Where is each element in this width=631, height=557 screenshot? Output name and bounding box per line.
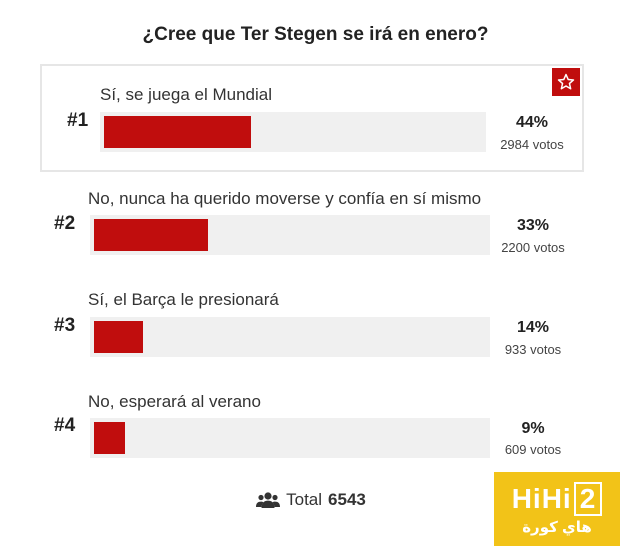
poll-title: ¿Cree que Ter Stegen se irá en enero?: [142, 24, 489, 45]
result-bar-track: [100, 112, 486, 152]
total-votes: Total 6543: [0, 490, 622, 510]
option-rank: #3: [54, 315, 76, 336]
poll-option-4[interactable]: #4 No, esperará al verano 9% 609 votos: [40, 384, 584, 484]
option-rank: #2: [54, 213, 76, 234]
watermark-brand: HiHi 2: [512, 482, 603, 516]
result-bar-fill: [104, 116, 251, 148]
result-bar-fill: [94, 219, 208, 251]
favorite-button[interactable]: [552, 68, 580, 96]
option-label: No, esperará al verano: [88, 392, 261, 411]
result-bar-track: [90, 418, 490, 458]
option-votes: 2984 votos: [500, 137, 564, 152]
option-label: Sí, el Barça le presionará: [88, 290, 279, 309]
poll-option-3[interactable]: #3 Sí, el Barça le presionará 14% 933 vo…: [40, 282, 584, 382]
result-bar-fill: [94, 321, 143, 353]
users-icon: [256, 492, 281, 508]
option-label: No, nunca ha querido moverse y confía en…: [88, 189, 482, 208]
poll-option-1[interactable]: #1 Sí, se juega el Mundial 44% 2984 voto…: [40, 64, 584, 172]
total-value: 6543: [328, 490, 366, 509]
watermark-arabic: هاي كورة: [522, 519, 592, 536]
watermark-brand-boxed: 2: [573, 482, 603, 516]
result-bar-fill: [94, 422, 125, 454]
option-percent: 14%: [516, 319, 550, 336]
result-bar-track: [90, 317, 490, 357]
option-rank: #4: [54, 415, 76, 436]
star-icon: [557, 73, 575, 90]
option-percent: 33%: [516, 217, 550, 234]
poll-option-2[interactable]: #2 No, nunca ha querido moverse y confía…: [40, 180, 584, 280]
option-votes: 609 votos: [504, 442, 562, 457]
option-percent: 9%: [521, 420, 545, 437]
option-label: Sí, se juega el Mundial: [100, 85, 272, 104]
hihi2-watermark: HiHi 2 هاي كورة: [494, 472, 620, 546]
option-votes: 933 votos: [504, 342, 562, 357]
watermark-brand-left: HiHi: [511, 483, 572, 514]
result-bar-track: [90, 215, 490, 255]
total-label: Total: [286, 490, 323, 509]
option-percent: 44%: [515, 114, 549, 131]
option-votes: 2200 votos: [501, 240, 565, 255]
option-rank: #1: [67, 110, 89, 131]
